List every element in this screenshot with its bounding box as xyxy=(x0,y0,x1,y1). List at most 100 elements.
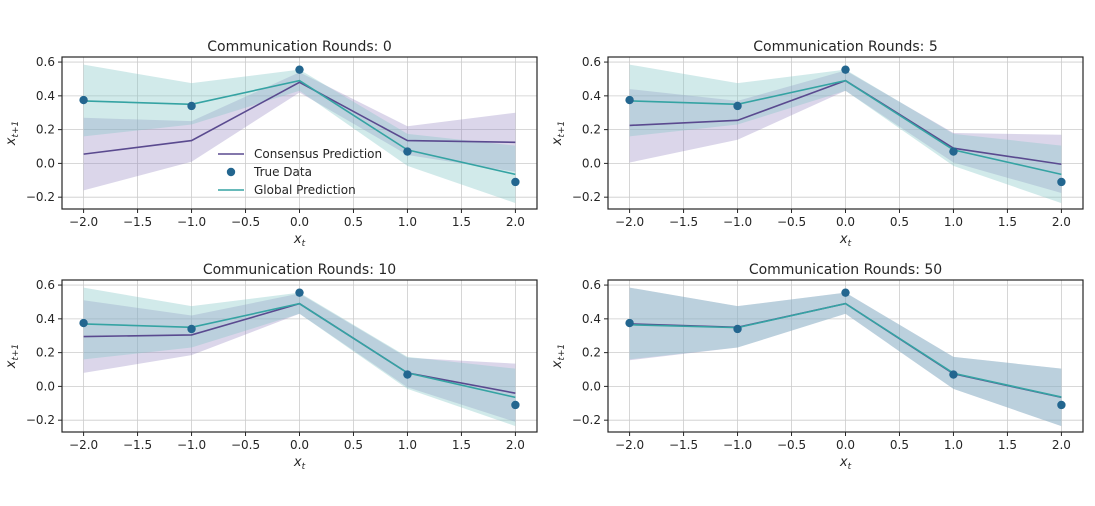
panel-title: Communication Rounds: 50 xyxy=(749,262,942,278)
panel-title: Communication Rounds: 5 xyxy=(753,39,937,55)
consensus-band xyxy=(629,70,1062,193)
x-tick-label: 1.0 xyxy=(398,215,417,229)
x-tick-label: −1.0 xyxy=(177,438,206,452)
x-tick-label: 1.5 xyxy=(998,438,1017,452)
x-tick-label: −1.5 xyxy=(123,215,152,229)
x-axis-label: xt xyxy=(293,232,306,249)
x-tick-label: −2.0 xyxy=(69,438,98,452)
true-data-point xyxy=(1057,177,1066,187)
x-tick-label: 1.5 xyxy=(452,215,471,229)
x-axis-label: xt xyxy=(839,232,852,249)
global-band xyxy=(83,64,516,204)
x-tick-label: −0.5 xyxy=(231,215,260,229)
legend-global-label: Global Prediction xyxy=(254,183,356,197)
y-tick-label: −0.2 xyxy=(572,190,601,204)
y-tick-label: 0.2 xyxy=(36,346,55,360)
x-tick-label: −1.0 xyxy=(177,215,206,229)
legend: Consensus Prediction True Data Global Pred… xyxy=(218,147,382,197)
x-tick-label: 1.0 xyxy=(398,438,417,452)
y-tick-label: −0.2 xyxy=(26,190,55,204)
panel-1: −2.0 −1.5 −1.0 −0.5 0.0 0.5 1.0 1.5 2.0 −0.2 0.0 0.… xyxy=(550,39,1084,249)
x-tick-label: 0.5 xyxy=(890,215,909,229)
x-tick-label: 0.0 xyxy=(290,438,309,452)
x-tick-label: 2.0 xyxy=(1052,438,1071,452)
panel-title: Communication Rounds: 0 xyxy=(207,39,391,55)
y-tick-label: 0.0 xyxy=(582,156,601,170)
true-data-point xyxy=(733,324,742,334)
true-data-point xyxy=(841,65,850,74)
x-tick-label: −1.0 xyxy=(723,215,752,229)
true-data-point xyxy=(625,318,634,328)
x-tick-label: −0.5 xyxy=(777,215,806,229)
y-tick-label: 0.2 xyxy=(582,123,601,137)
x-tick-label: 2.0 xyxy=(506,438,525,452)
true-data-point xyxy=(949,147,958,156)
consensus-line xyxy=(83,81,516,155)
panel-2: −2.0 −1.5 −1.0 −0.5 0.0 0.5 1.0 1.5 2.0 −0.2 0.0 0.… xyxy=(4,262,538,472)
true-data-point xyxy=(403,370,412,379)
y-axis-label: xt+1 xyxy=(4,121,21,147)
y-tick-label: −0.2 xyxy=(572,413,601,427)
x-tick-label: −1.5 xyxy=(123,438,152,452)
y-tick-label: 0.6 xyxy=(582,55,601,69)
x-tick-label: 2.0 xyxy=(506,215,525,229)
true-data-point xyxy=(625,95,634,105)
true-data-point xyxy=(295,288,304,297)
x-axis-label: xt xyxy=(293,455,306,472)
x-axis-label: xt xyxy=(839,455,852,472)
panel-title: Communication Rounds: 10 xyxy=(203,262,396,278)
panel-0: −2.0 −1.5 −1.0 −0.5 0.0 0.5 1.0 1.5 2.0 −0.2 0.0 0.… xyxy=(4,39,538,249)
legend-true-data-label: True Data xyxy=(253,165,312,179)
true-data-point xyxy=(187,324,196,334)
x-tick-label: 0.5 xyxy=(344,215,363,229)
true-data-point xyxy=(187,101,196,111)
consensus-band xyxy=(629,287,1062,427)
true-data-point xyxy=(511,177,520,187)
true-data-point xyxy=(79,95,88,105)
x-tick-label: −0.5 xyxy=(777,438,806,452)
y-axis-label: xt+1 xyxy=(4,344,21,370)
y-tick-label: 0.4 xyxy=(36,312,55,326)
x-tick-label: 1.5 xyxy=(452,438,471,452)
true-data-point xyxy=(79,318,88,328)
y-tick-label: 0.2 xyxy=(582,346,601,360)
y-tick-label: 0.0 xyxy=(36,379,55,393)
x-tick-label: 0.5 xyxy=(344,438,363,452)
consensus-band xyxy=(83,72,516,191)
y-tick-label: 0.4 xyxy=(36,89,55,103)
y-tick-label: 0.6 xyxy=(582,278,601,292)
y-tick-label: 0.6 xyxy=(36,278,55,292)
true-data-point xyxy=(403,147,412,156)
y-axis-label: xt+1 xyxy=(550,121,567,147)
x-tick-label: −1.5 xyxy=(669,215,698,229)
y-tick-label: 0.0 xyxy=(36,156,55,170)
x-tick-label: 1.0 xyxy=(944,438,963,452)
y-axis-label: xt+1 xyxy=(550,344,567,370)
x-tick-label: 1.0 xyxy=(944,215,963,229)
global-line xyxy=(83,79,516,176)
true-data-point xyxy=(1057,400,1066,410)
x-tick-label: 2.0 xyxy=(1052,215,1071,229)
global-line xyxy=(629,302,1062,398)
true-data-point xyxy=(949,370,958,379)
true-data-point xyxy=(295,65,304,74)
global-band xyxy=(629,64,1062,204)
x-tick-label: 0.0 xyxy=(290,215,309,229)
true-data-point xyxy=(511,400,520,410)
x-tick-label: −0.5 xyxy=(231,438,260,452)
true-data-point xyxy=(733,101,742,111)
global-band xyxy=(83,287,516,427)
y-tick-label: 0.4 xyxy=(582,89,601,103)
x-tick-label: 0.0 xyxy=(836,215,855,229)
legend-consensus-label: Consensus Prediction xyxy=(254,147,382,161)
y-tick-label: 0.4 xyxy=(582,312,601,326)
x-tick-label: −1.0 xyxy=(723,438,752,452)
global-line xyxy=(83,302,516,399)
true-data-point xyxy=(841,288,850,297)
x-tick-label: −2.0 xyxy=(615,438,644,452)
legend-true-data-swatch xyxy=(226,167,236,177)
y-tick-label: 0.2 xyxy=(36,123,55,137)
y-tick-label: 0.6 xyxy=(36,55,55,69)
